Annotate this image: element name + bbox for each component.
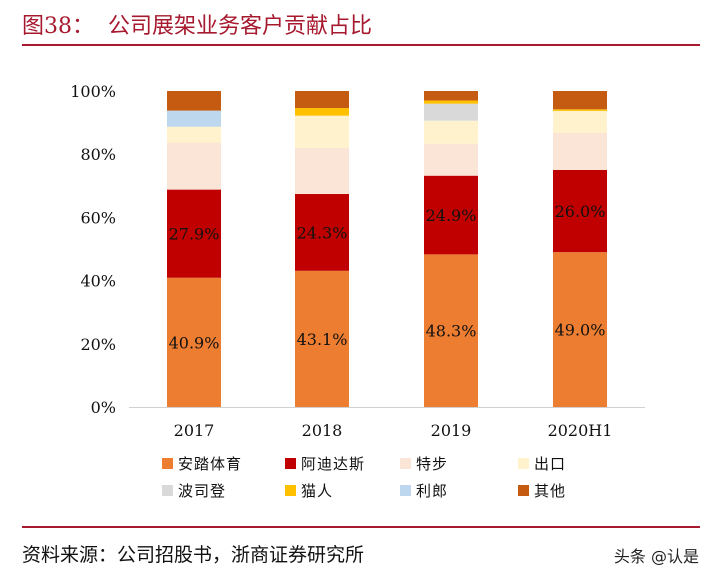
legend-swatch — [518, 458, 529, 469]
legend-swatch — [518, 485, 529, 496]
bar-segment — [167, 189, 221, 278]
bar-segment — [167, 91, 221, 111]
legend-label: 利郎 — [416, 482, 448, 500]
bar-segment — [295, 270, 349, 407]
bar-segment — [424, 175, 478, 255]
legend-swatch — [285, 458, 296, 469]
footer-divider — [22, 526, 700, 528]
figure-title: 图38： 公司展架业务客户贡献占比 — [22, 14, 372, 39]
y-tick-label: 40% — [80, 272, 116, 291]
bar-segment — [295, 108, 349, 116]
legend-label: 猫人 — [301, 482, 333, 500]
bar-segment — [553, 110, 607, 134]
bar-segment — [553, 252, 607, 407]
bar-segment — [167, 142, 221, 190]
x-tick-label: 2019 — [431, 421, 472, 440]
bar-segment — [424, 91, 478, 101]
legend-swatch — [162, 485, 173, 496]
y-tick-label: 80% — [80, 145, 116, 164]
data-label: 43.1% — [297, 330, 348, 349]
source-note: 资料来源：公司招股书，浙商证券研究所 — [22, 544, 365, 566]
legend-swatch — [285, 485, 296, 496]
legend-swatch — [400, 458, 411, 469]
legend-label: 阿迪达斯 — [301, 455, 365, 473]
data-label: 26.0% — [555, 202, 606, 221]
bar-segment — [424, 100, 478, 104]
y-tick-label: 60% — [80, 208, 116, 227]
bar-segment — [553, 170, 607, 253]
x-tick-label: 2020H1 — [548, 421, 613, 440]
data-label: 49.0% — [555, 321, 606, 340]
stacked-bar-chart: 0% 20% 40% 60% 80% 100% 40.9% 27.9% 2017 43.1% 24.… — [70, 82, 645, 500]
data-label: 48.3% — [426, 322, 477, 341]
legend-swatch — [400, 485, 411, 496]
legend-label: 波司登 — [178, 482, 226, 500]
legend-label: 安踏体育 — [178, 455, 242, 473]
y-tick-label: 0% — [91, 398, 116, 417]
bar-segment — [167, 277, 221, 407]
legend-label: 特步 — [416, 455, 448, 473]
watermark: 头条 @认是 — [613, 547, 699, 566]
legend-label: 出口 — [534, 455, 566, 473]
bar-segment — [295, 91, 349, 109]
data-label: 24.3% — [297, 223, 348, 242]
title-divider — [22, 44, 700, 46]
bar-segment — [424, 143, 478, 176]
bar-segment — [295, 115, 349, 148]
data-label: 40.9% — [169, 333, 220, 352]
legend-swatch — [162, 458, 173, 469]
bar-segment — [424, 254, 478, 407]
bar-segment — [295, 194, 349, 271]
x-tick-label: 2017 — [174, 421, 215, 440]
data-label: 24.9% — [426, 206, 477, 225]
y-tick-label: 20% — [80, 335, 116, 354]
bar-segment — [553, 109, 607, 111]
bar-segment — [553, 91, 607, 110]
bar-segment — [295, 147, 349, 195]
bar-segment — [424, 120, 478, 144]
x-tick-label: 2018 — [302, 421, 343, 440]
y-tick-label: 100% — [70, 82, 116, 101]
bar-segment — [553, 133, 607, 170]
legend-label: 其他 — [534, 482, 566, 500]
bar-segment — [167, 110, 221, 127]
bar-segment — [424, 103, 478, 121]
data-label: 27.9% — [169, 225, 220, 244]
bar-segment — [167, 126, 221, 143]
